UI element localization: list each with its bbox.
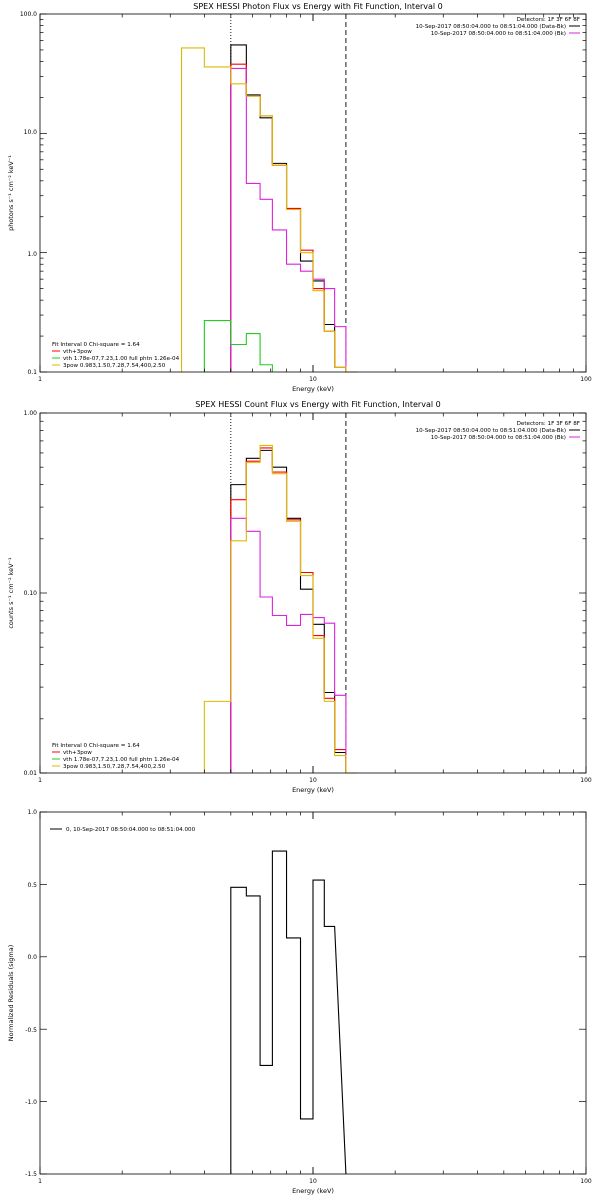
count-x-tick-100: 100	[580, 777, 592, 784]
photon-y-tick-100: 100.0	[20, 11, 37, 18]
residuals-legend-label: 0, 10-Sep-2017 08:50:04.000 to 08:51:04.…	[66, 827, 196, 833]
count-y-tick-0.10: 0.10	[24, 590, 38, 597]
photon-plot-area	[181, 14, 358, 373]
count-legend-data-bk: 10-Sep-2017 08:50:04.000 to 08:51:04.000…	[416, 428, 566, 434]
count-legend-bk: 10-Sep-2017 08:50:04.000 to 08:51:04.000…	[431, 435, 566, 441]
photon-y-axis-label: photons s⁻¹ cm⁻² keV⁻¹	[7, 155, 15, 231]
count-panel-title: SPEX HESSI Count Flux vs Energy with Fit…	[195, 400, 440, 409]
count-x-axis-label: Energy (keV)	[292, 786, 334, 794]
count-y-tick-0.01: 0.01	[24, 770, 38, 777]
residuals-x-tick-100: 100	[580, 1178, 592, 1185]
residuals-y-tick-m1.5: -1.5	[25, 1171, 37, 1178]
series-vth-1-78e-07-7-23-1-00-f-line	[203, 319, 273, 372]
residuals-axis-ticks	[39, 811, 587, 1175]
count-legend-detectors: Detectors: 1F 3F 6F 8F	[517, 421, 580, 427]
photon-legend-data-bk: 10-Sep-2017 08:50:04.000 to 08:51:04.000…	[416, 24, 566, 30]
count-legend-vth: vth 1.78e-07,7.23,1.00 full phtn 1.26e-0…	[63, 757, 180, 763]
count-y-tick-1.00: 1.00	[24, 410, 38, 417]
series-bk-line	[230, 67, 347, 372]
series-vth-3pow-line	[230, 63, 358, 373]
photon-legend-total: vth+3pow	[63, 349, 92, 355]
count-axis-ticks	[39, 412, 587, 774]
series-3pow-0-983-1-50-7-28-7-5-line	[203, 444, 358, 774]
photon-legend-bk: 10-Sep-2017 08:50:04.000 to 08:51:04.000…	[431, 31, 566, 37]
photon-axis-ticks	[39, 13, 587, 373]
photon-panel-title: SPEX HESSI Photon Flux vs Energy with Fi…	[193, 2, 443, 11]
count-plot-area	[203, 413, 358, 774]
count-legend-3pow: 3pow 0.983,1.50,7.28,7.54,400,2.50	[63, 764, 166, 770]
residuals-y-axis-label: Normalized Residuals (sigma)	[7, 945, 15, 1042]
count-legend-fit-header: Fit Interval 0 Chi-square = 1.64	[52, 743, 140, 749]
series-vth-3pow-line	[230, 447, 358, 774]
residuals-y-tick-0.0: 0.0	[27, 954, 37, 961]
residuals-x-tick-10: 10	[309, 1178, 317, 1185]
residuals-x-tick-1: 1	[38, 1178, 42, 1185]
photon-x-axis-label: Energy (keV)	[292, 385, 334, 393]
series-0-10-sep-2017-08-50-04-0-line	[230, 850, 347, 1175]
count-y-axis-label: counts s⁻¹ cm⁻² keV⁻¹	[7, 557, 15, 629]
photon-legend-vth: vth 1.78e-07,7.23,1.00 full phtn 1.26e-0…	[63, 356, 180, 362]
photon-axes-frame	[39, 13, 587, 373]
residuals-y-tick-m0.5: -0.5	[25, 1027, 37, 1034]
photon-x-tick-1: 1	[38, 376, 42, 383]
photon-legend-3pow: 3pow 0.983,1.50,7.28,7.54,400,2.50	[63, 363, 166, 369]
photon-y-tick-1: 1.0	[27, 251, 37, 258]
count-x-tick-10: 10	[309, 777, 317, 784]
photon-x-tick-10: 10	[309, 376, 317, 383]
residuals-y-tick-1.0: 1.0	[27, 809, 37, 816]
residuals-plot-area	[230, 850, 347, 1175]
count-flux-panel: SPEX HESSI Count Flux vs Energy with Fit…	[7, 400, 592, 794]
series-3pow-0-983-1-50-7-28-7-5-line	[181, 47, 358, 373]
residuals-y-tick-0.5: 0.5	[27, 882, 37, 889]
photon-flux-panel: SPEX HESSI Photon Flux vs Energy with Fi…	[7, 2, 592, 393]
count-legend-total: vth+3pow	[63, 750, 92, 756]
photon-y-tick-0.1: 0.1	[27, 369, 37, 376]
residuals-y-tick-m1.0: -1.0	[25, 1099, 37, 1106]
photon-legend-detectors: Detectors: 1F 3F 6F 8F	[517, 17, 580, 23]
photon-legend-fit-header: Fit Interval 0 Chi-square = 1.64	[52, 342, 140, 348]
series-bk-line	[230, 517, 347, 773]
residuals-x-axis-label: Energy (keV)	[292, 1187, 334, 1195]
photon-x-tick-100: 100	[580, 376, 592, 383]
series-data-bk-line	[230, 449, 358, 774]
photon-y-tick-10: 10.0	[24, 129, 38, 136]
count-x-tick-1: 1	[38, 777, 42, 784]
residuals-panel: 1 10 100 -1.5 -1.0 -0.5 0.0 0.5 1.0 Ener…	[7, 809, 592, 1195]
